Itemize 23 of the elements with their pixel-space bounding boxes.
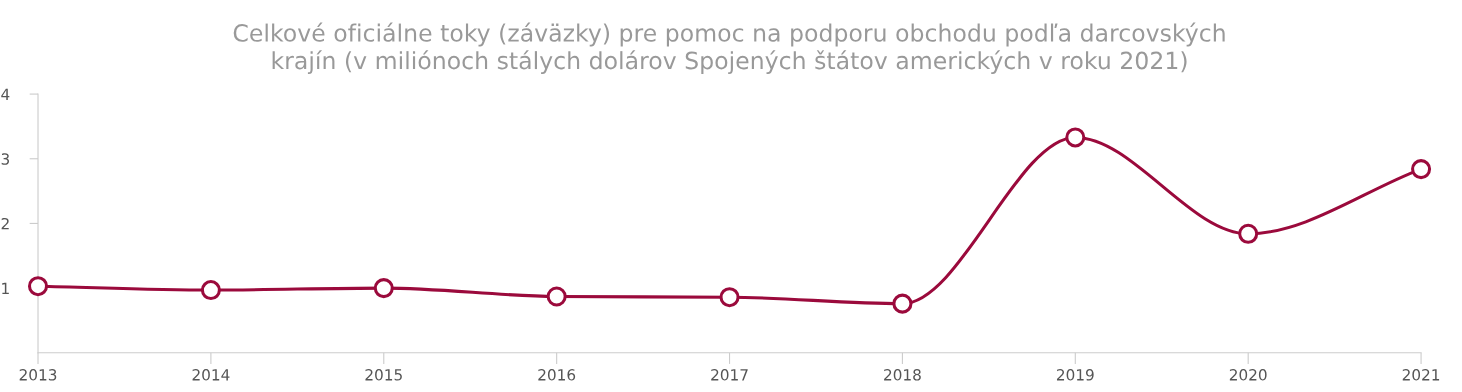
x-tick-label: 2021 <box>1402 369 1440 381</box>
x-tick-label: 2016 <box>538 369 576 381</box>
point <box>546 286 567 307</box>
point <box>892 293 913 314</box>
point <box>200 280 221 301</box>
x-tick-label: 2015 <box>365 369 402 381</box>
y-tick-label: 3 <box>1 153 10 165</box>
point <box>1238 223 1259 244</box>
point <box>27 276 49 297</box>
point <box>1411 159 1432 180</box>
point <box>719 287 740 308</box>
x-tick-label: 2013 <box>19 369 57 381</box>
y-tick-label: 1 <box>2 282 9 294</box>
point <box>373 278 394 299</box>
x-tick-label: 2020 <box>1229 369 1267 381</box>
x-tick-label: 2014 <box>192 369 230 381</box>
x-tick-label: 2018 <box>884 369 921 381</box>
x-tick-label: 2017 <box>711 369 748 381</box>
chart-title: Celkové oficiálne toky (záväzky) pre pomoc na podporu obchodu podľa darcovských krajín (v miliónoch stálych dolárov Spojených štátov amerických v roku 2021) <box>233 22 1225 74</box>
y-tick-label: 2 <box>1 217 9 230</box>
y-tick-label: 4 <box>1 88 10 100</box>
point <box>1065 127 1086 148</box>
x-tick-label: 2019 <box>1056 369 1094 381</box>
